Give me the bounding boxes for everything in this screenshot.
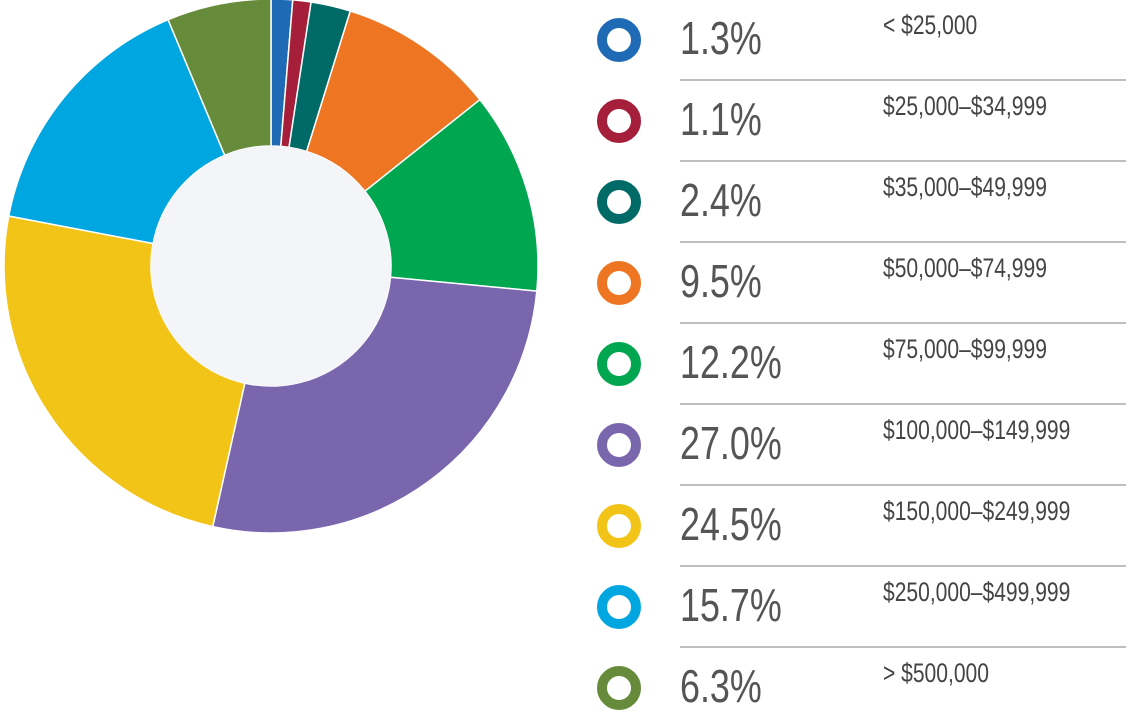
legend-value: 27.0% (680, 418, 782, 469)
legend-marker (597, 666, 641, 710)
legend-label: > $500,000 (883, 659, 989, 689)
legend-label: $100,000–$149,999 (883, 416, 1070, 446)
legend-label: $35,000–$49,999 (883, 173, 1047, 203)
legend-value: 1.1% (680, 94, 762, 145)
legend-marker (597, 423, 641, 467)
legend-label: $50,000–$74,999 (883, 254, 1047, 284)
legend-value: 15.7% (680, 580, 782, 631)
legend-value: 1.3% (680, 13, 762, 64)
legend-label: < $25,000 (883, 11, 977, 41)
legend-value: 2.4% (680, 175, 762, 226)
legend-marker (597, 342, 641, 386)
legend-marker (597, 180, 641, 224)
legend-label: $150,000–$249,999 (883, 497, 1070, 527)
legend-marker (597, 261, 641, 305)
donut-hole (151, 146, 391, 386)
legend-value: 9.5% (680, 256, 762, 307)
legend-marker (597, 99, 641, 143)
legend-label: $75,000–$99,999 (883, 335, 1047, 365)
legend-marker (597, 585, 641, 629)
legend-label: $25,000–$34,999 (883, 92, 1047, 122)
legend-value: 12.2% (680, 337, 782, 388)
legend-value: 6.3% (680, 661, 762, 712)
legend-marker (597, 504, 641, 548)
legend-label: $250,000–$499,999 (883, 578, 1070, 608)
legend-marker (597, 18, 641, 62)
legend-value: 24.5% (680, 499, 782, 550)
